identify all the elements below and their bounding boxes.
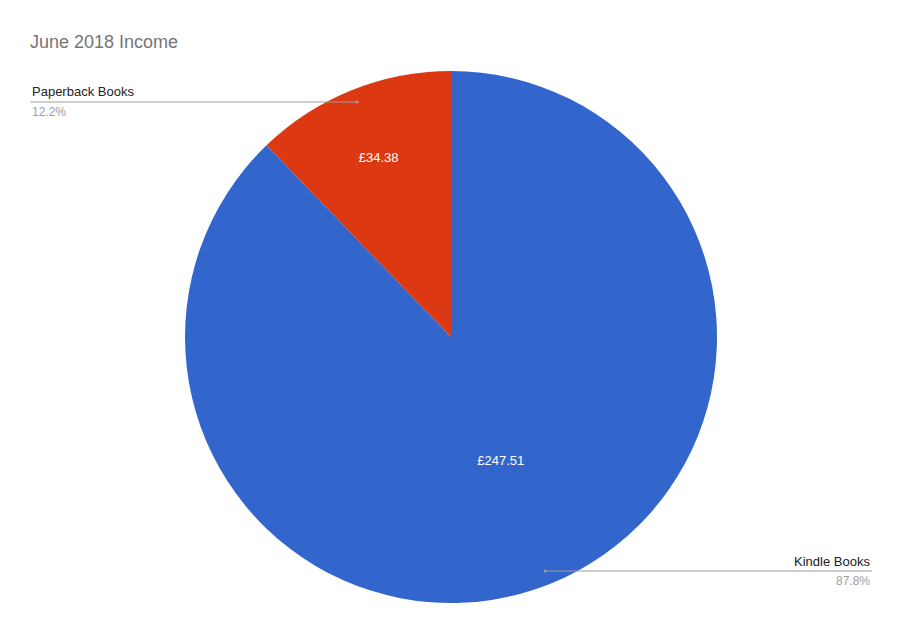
svg-text:Paperback Books: Paperback Books (32, 84, 134, 99)
svg-text:Kindle Books: Kindle Books (794, 554, 870, 569)
svg-text:£34.38: £34.38 (359, 150, 399, 165)
svg-text:June 2018 Income: June 2018 Income (30, 32, 178, 52)
svg-text:87.8%: 87.8% (836, 574, 870, 588)
svg-text:£247.51: £247.51 (477, 453, 524, 468)
svg-text:12.2%: 12.2% (32, 105, 66, 119)
